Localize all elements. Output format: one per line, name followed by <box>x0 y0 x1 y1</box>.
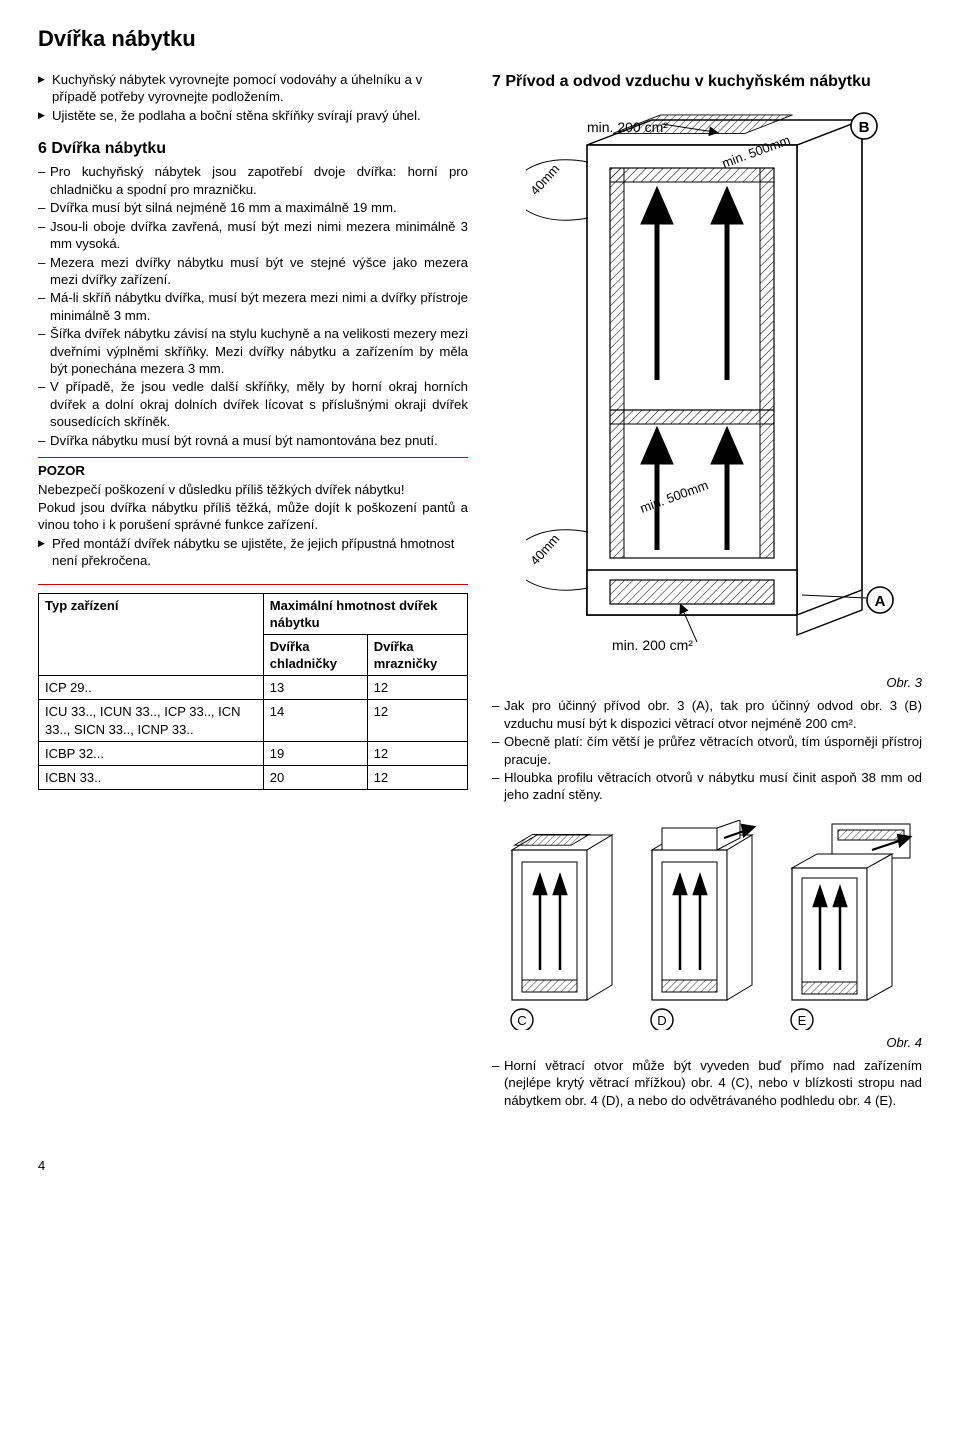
list-item: Před montáží dvířek nábytku se ujistěte,… <box>38 535 468 570</box>
fig4-D-label: D <box>657 1013 666 1028</box>
section7-title: 7 Přívod a odvod vzduchu v kuchyňském ná… <box>492 71 922 92</box>
list-item: Obecně platí: čím větší je průřez větrac… <box>492 733 922 768</box>
list-item: Šířka dvířek nábytku závisí na stylu kuc… <box>38 325 468 377</box>
fig4-E-label: E <box>798 1013 807 1028</box>
figure-3: min. 200 cm² min. 500mm 40mm min. 500mm … <box>492 110 922 691</box>
table-cell: 12 <box>367 765 467 789</box>
table-cell: ICP 29.. <box>39 676 264 700</box>
pozor-tri-list: Před montáží dvířek nábytku se ujistěte,… <box>38 535 468 570</box>
fig3-A: A <box>875 593 886 610</box>
fig3-notes: Jak pro účinný přívod obr. 3 (A), tak pr… <box>492 697 922 804</box>
list-item: Ujistěte se, že podlaha a boční stěna sk… <box>38 107 468 124</box>
table-row: ICBP 32... 19 12 <box>39 741 468 765</box>
fig3-label-top: min. 200 cm² <box>587 119 668 135</box>
fig3-label-bot: min. 200 cm² <box>612 637 693 653</box>
list-item: Kuchyňský nábytek vyrovnejte pomocí vodo… <box>38 71 468 106</box>
figure-4-C: C <box>492 820 622 1030</box>
fig3-B: B <box>859 119 870 136</box>
list-item: Dvířka nábytku musí být rovná a musí být… <box>38 432 468 449</box>
table-row: ICP 29.. 13 12 <box>39 676 468 700</box>
list-item: Horní větrací otvor může být vyveden buď… <box>492 1057 922 1109</box>
table-cell: 19 <box>263 741 367 765</box>
table-cell: 13 <box>263 676 367 700</box>
list-item: Hloubka profilu větracích otvorů v nábyt… <box>492 769 922 804</box>
section6-list: Pro kuchyňský nábytek jsou zapotřebí dvo… <box>38 163 468 449</box>
figure-4-caption: Obr. 4 <box>492 1034 922 1051</box>
divider <box>38 584 468 585</box>
list-item: Má-li skříň nábytku dvířka, musí být mez… <box>38 289 468 324</box>
table-row: ICU 33.., ICUN 33.., ICP 33.., ICN 33..,… <box>39 700 468 741</box>
list-item: Dvířka musí být silná nejméně 16 mm a ma… <box>38 199 468 216</box>
list-item: V případě, že jsou vedle další skříňky, … <box>38 378 468 430</box>
table-cell: 12 <box>367 700 467 741</box>
table-row: ICBN 33.. 20 12 <box>39 765 468 789</box>
fig4-notes: Horní větrací otvor může být vyveden buď… <box>492 1057 922 1109</box>
list-item: Pro kuchyňský nábytek jsou zapotřebí dvo… <box>38 163 468 198</box>
page-title: Dvířka nábytku <box>38 24 922 53</box>
left-column: Kuchyňský nábytek vyrovnejte pomocí vodo… <box>38 71 468 1117</box>
section6-title: 6 Dvířka nábytku <box>38 138 468 159</box>
weight-table: Typ zařízení Maximální hmotnost dvířek n… <box>38 593 468 790</box>
fig4-C-label: C <box>517 1013 526 1028</box>
table-cell: ICBN 33.. <box>39 765 264 789</box>
figure-4-E: E <box>772 820 922 1030</box>
figure-3-caption: Obr. 3 <box>492 674 922 691</box>
figure-3-svg: min. 200 cm² min. 500mm 40mm min. 500mm … <box>492 110 912 670</box>
table-cell: ICU 33.., ICUN 33.., ICP 33.., ICN 33..,… <box>39 700 264 741</box>
pozor-text: Nebezpečí poškození v důsledku příliš tě… <box>38 481 468 498</box>
table-subheader: Dvířka mrazničky <box>367 635 467 676</box>
intro-list: Kuchyňský nábytek vyrovnejte pomocí vodo… <box>38 71 468 124</box>
page-number: 4 <box>38 1157 922 1174</box>
table-cell: 14 <box>263 700 367 741</box>
pozor-label: POZOR <box>38 462 468 479</box>
table-cell: ICBP 32... <box>39 741 264 765</box>
table-subheader: Dvířka chladničky <box>263 635 367 676</box>
table-cell: 12 <box>367 741 467 765</box>
table-header: Typ zařízení <box>39 593 264 676</box>
list-item: Jak pro účinný přívod obr. 3 (A), tak pr… <box>492 697 922 732</box>
list-item: Jsou-li oboje dvířka zavřená, musí být m… <box>38 218 468 253</box>
right-column: 7 Přívod a odvod vzduchu v kuchyňském ná… <box>492 71 922 1117</box>
divider <box>38 457 468 458</box>
pozor-text: Pokud jsou dvířka nábytku příliš těžká, … <box>38 499 468 534</box>
table-cell: 12 <box>367 676 467 700</box>
figure-4: C <box>492 820 922 1030</box>
figure-4-D: D <box>632 820 762 1030</box>
list-item: Mezera mezi dvířky nábytku musí být ve s… <box>38 254 468 289</box>
table-header: Maximální hmotnost dvířek nábytku <box>263 593 467 634</box>
table-cell: 20 <box>263 765 367 789</box>
